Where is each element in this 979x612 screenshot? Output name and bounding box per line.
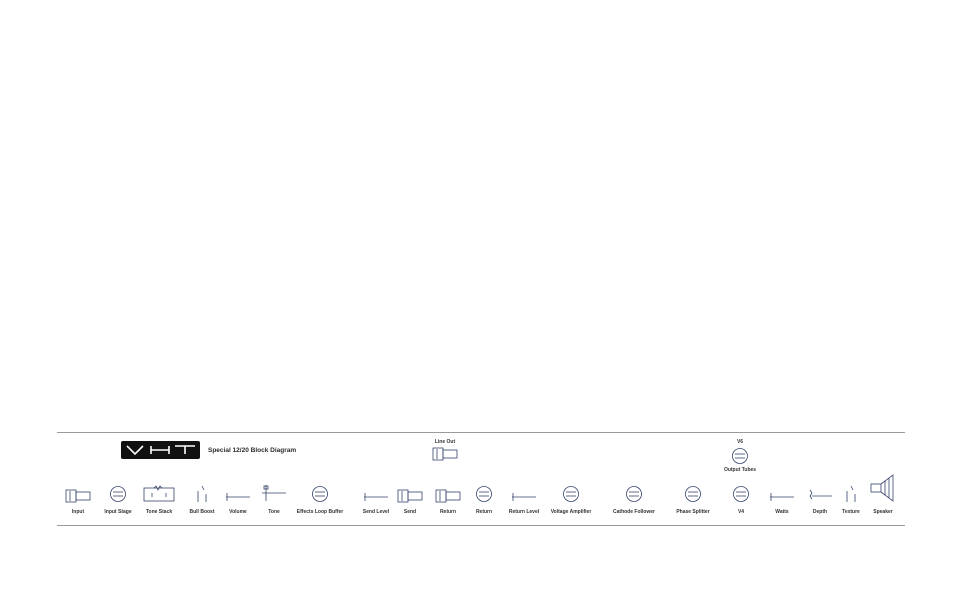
potentiometer-icon xyxy=(512,493,536,501)
component-3: Tone Stack xyxy=(131,481,187,515)
component-8: Send Level xyxy=(348,481,404,515)
component-label: Cathode Follower xyxy=(613,509,655,515)
component-4: Bull Boost xyxy=(174,481,230,515)
block-diagram-strip: Special 12/20 Block Diagram Line Out V6 … xyxy=(57,432,905,526)
component-10: Return xyxy=(420,481,476,515)
component-17: Watts xyxy=(754,481,810,515)
component-16: V4 xyxy=(713,481,769,515)
component-13: Voltage Amplifier xyxy=(543,481,599,515)
component-label: Effects Loop Buffer xyxy=(296,509,344,515)
v6-group: V6 Output Tubes xyxy=(724,439,756,473)
tube-icon xyxy=(110,486,126,502)
component-label: Voltage Amplifier xyxy=(550,509,592,515)
component-label: Return xyxy=(439,509,457,515)
vht-logo-mark xyxy=(126,445,195,456)
component-label: Send xyxy=(403,509,417,515)
component-2: Input Stage xyxy=(90,481,146,515)
jack-icon xyxy=(65,489,91,503)
potentiometer-icon xyxy=(364,493,388,501)
potentiometer-icon xyxy=(770,493,794,501)
component-18: Depth xyxy=(792,481,848,515)
switch-icon xyxy=(197,485,207,502)
v6-caption: Output Tubes xyxy=(723,467,757,473)
component-7: Effects Loop Buffer xyxy=(292,481,348,515)
component-label: Bull Boost xyxy=(189,509,215,515)
jack-icon xyxy=(435,489,461,503)
tube-icon xyxy=(476,486,492,502)
component-1: Input xyxy=(50,481,106,515)
component-11: Return xyxy=(456,481,512,515)
tube-icon xyxy=(685,486,701,502)
v6-label: V6 xyxy=(736,439,744,445)
component-15: Phase Splitter xyxy=(665,481,721,515)
component-9: Send xyxy=(382,481,438,515)
component-20: Speaker xyxy=(855,474,911,515)
tone-pot-icon xyxy=(262,485,286,501)
jack-icon xyxy=(397,489,423,503)
component-label: Tone Stack xyxy=(145,509,173,515)
line-out-jack-icon xyxy=(432,447,458,461)
component-label: Tone xyxy=(268,509,280,515)
component-label: Input xyxy=(71,509,85,515)
tube-icon xyxy=(563,486,579,502)
component-label: Texture xyxy=(842,509,860,515)
component-label: Input Stage xyxy=(104,509,132,515)
vht-logo xyxy=(121,441,200,459)
switch-icon xyxy=(846,485,856,502)
component-19: Texture xyxy=(823,481,879,515)
component-label: Depth xyxy=(812,509,828,515)
speaker-icon xyxy=(870,474,894,502)
component-14: Cathode Follower xyxy=(606,481,662,515)
tube-icon xyxy=(733,486,749,502)
component-label: Watts xyxy=(775,509,789,515)
component-12: Return Level xyxy=(496,481,552,515)
line-out-label: Line Out xyxy=(434,439,456,445)
component-label: Phase Splitter xyxy=(676,509,710,515)
component-label: Return xyxy=(475,509,493,515)
tube-icon xyxy=(626,486,642,502)
v6-tube-icon xyxy=(732,448,748,464)
line-out-group: Line Out xyxy=(432,439,458,463)
depth-pot-icon xyxy=(809,489,832,500)
component-label: Send Level xyxy=(362,509,390,515)
component-label: Speaker xyxy=(873,509,893,515)
component-6: Tone xyxy=(246,481,302,515)
diagram-title: Special 12/20 Block Diagram xyxy=(208,447,297,454)
component-label: Return Level xyxy=(508,509,540,515)
potentiometer-icon xyxy=(226,493,250,501)
component-5: Volume xyxy=(210,481,266,515)
tube-icon xyxy=(312,486,328,502)
tone-stack-icon xyxy=(143,485,175,502)
component-label: Volume xyxy=(229,509,247,515)
component-label: V4 xyxy=(737,509,745,515)
